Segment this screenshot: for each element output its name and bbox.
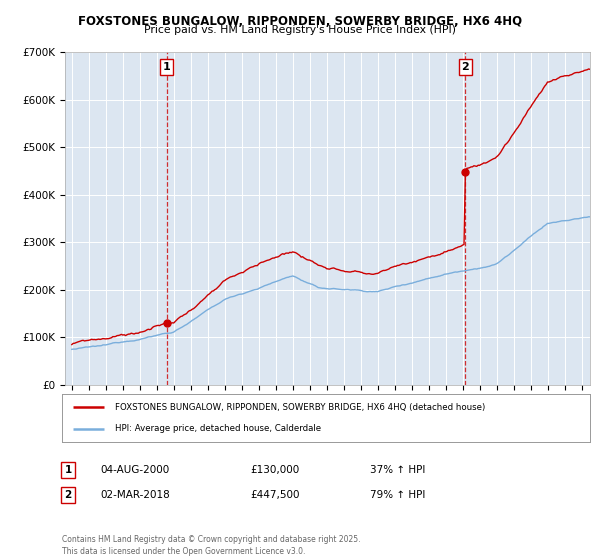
Text: £447,500: £447,500 (250, 490, 299, 500)
Text: 1: 1 (64, 465, 71, 475)
Text: FOXSTONES BUNGALOW, RIPPONDEN, SOWERBY BRIDGE, HX6 4HQ (detached house): FOXSTONES BUNGALOW, RIPPONDEN, SOWERBY B… (115, 403, 485, 412)
Text: £130,000: £130,000 (250, 465, 299, 475)
Text: 02-MAR-2018: 02-MAR-2018 (100, 490, 170, 500)
Text: HPI: Average price, detached house, Calderdale: HPI: Average price, detached house, Cald… (115, 424, 321, 433)
Text: 2: 2 (64, 490, 71, 500)
Text: FOXSTONES BUNGALOW, RIPPONDEN, SOWERBY BRIDGE, HX6 4HQ: FOXSTONES BUNGALOW, RIPPONDEN, SOWERBY B… (78, 15, 522, 28)
Text: 37% ↑ HPI: 37% ↑ HPI (370, 465, 425, 475)
Text: 79% ↑ HPI: 79% ↑ HPI (370, 490, 425, 500)
Text: 1: 1 (163, 62, 170, 72)
Text: Contains HM Land Registry data © Crown copyright and database right 2025.
This d: Contains HM Land Registry data © Crown c… (62, 534, 361, 556)
Text: 04-AUG-2000: 04-AUG-2000 (100, 465, 169, 475)
Text: Price paid vs. HM Land Registry's House Price Index (HPI): Price paid vs. HM Land Registry's House … (144, 25, 456, 35)
Text: 2: 2 (461, 62, 469, 72)
